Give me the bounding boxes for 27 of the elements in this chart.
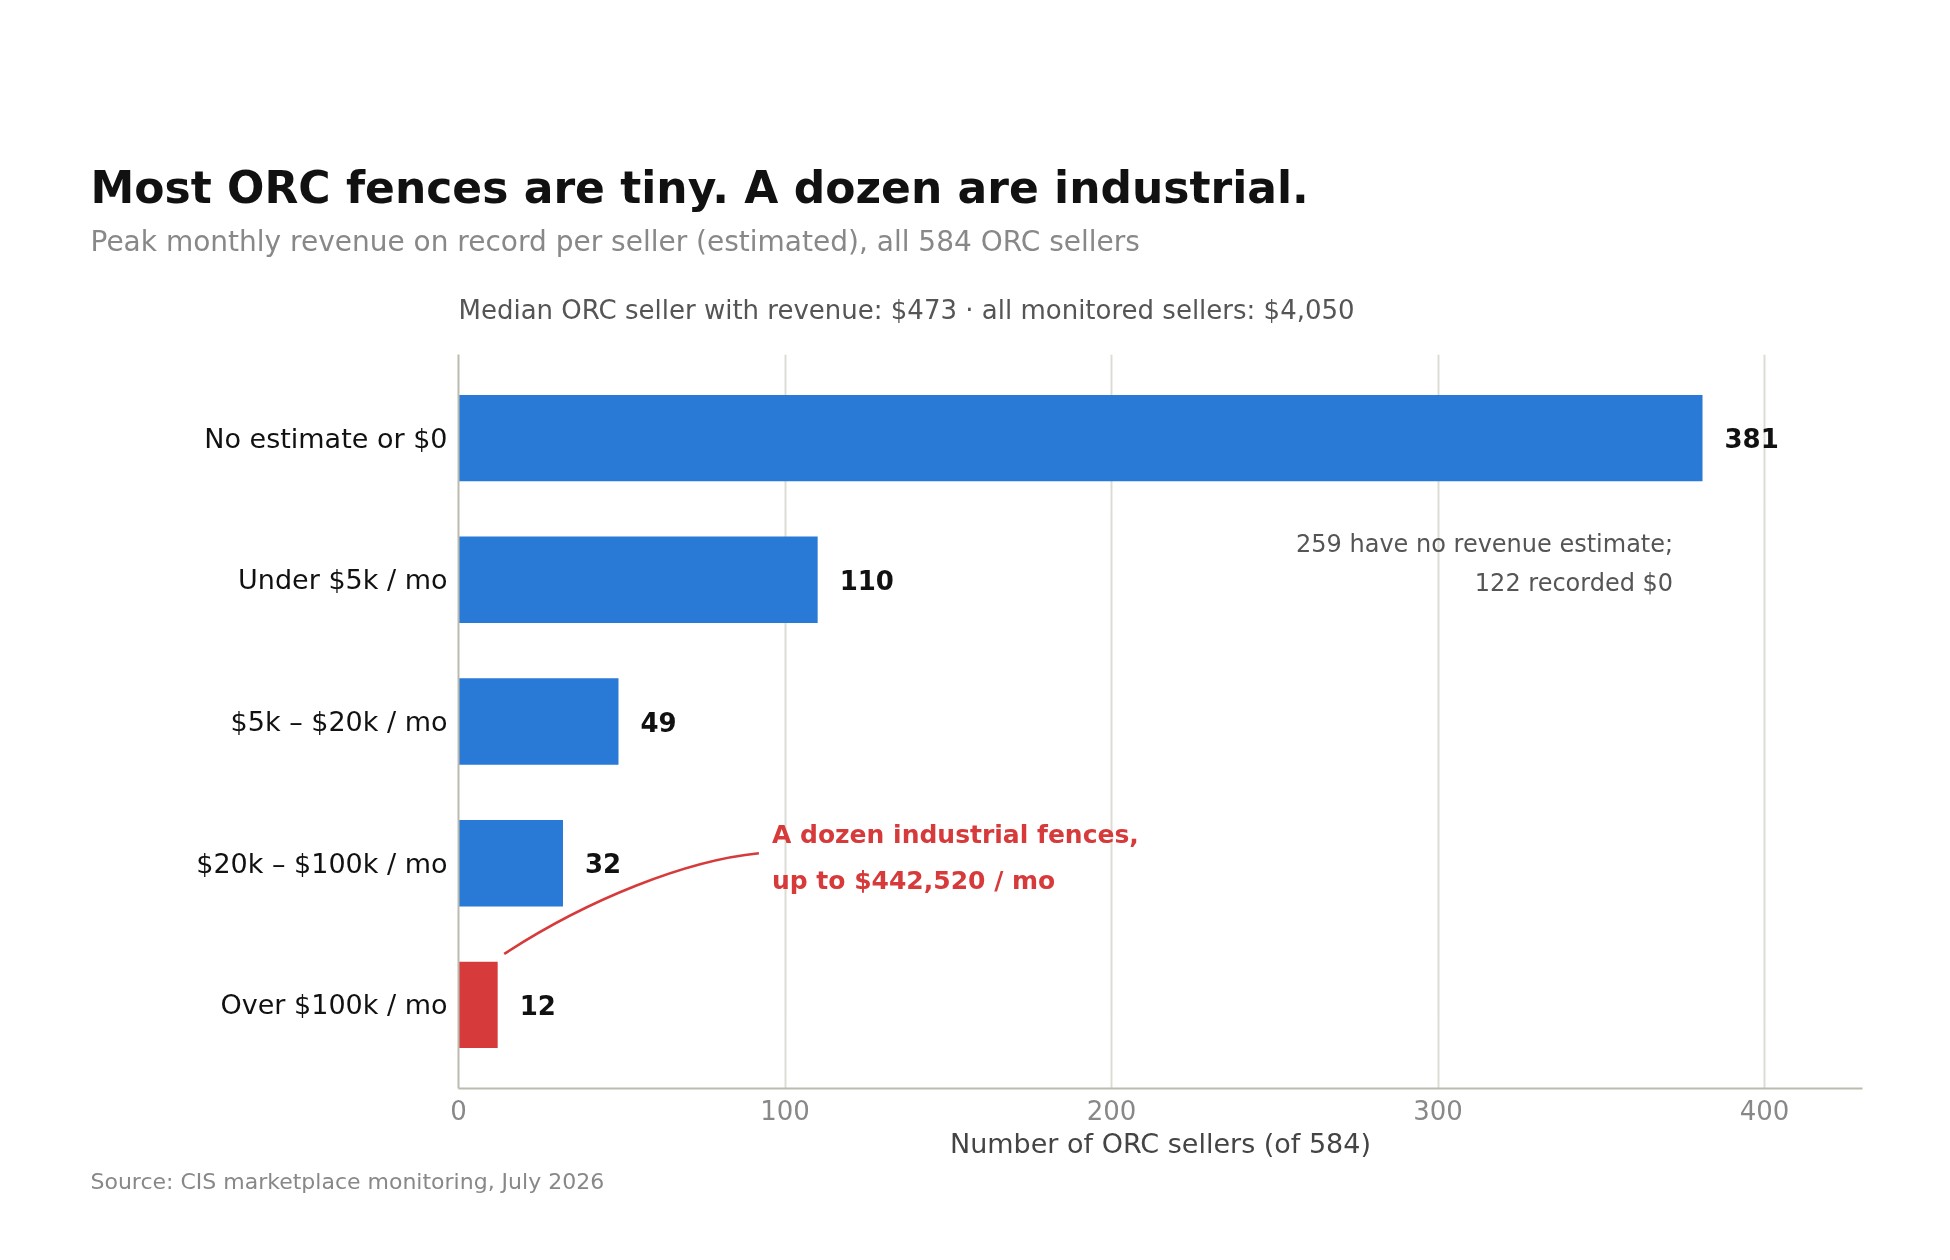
- data-label: 381: [1724, 424, 1779, 455]
- data-label: 110: [839, 565, 894, 596]
- chart-title: Most ORC fences are tiny. A dozen are industrial.: [90, 161, 1309, 213]
- bar: [458, 394, 1703, 482]
- y-tick-label: $20k – $100k / mo: [196, 847, 448, 879]
- bar: [458, 678, 619, 765]
- y-tick-label: $5k – $20k / mo: [230, 706, 448, 737]
- bar: [458, 536, 818, 624]
- x-axis-title: Number of ORC sellers (of 584): [950, 1127, 1372, 1159]
- bar: [458, 961, 498, 1049]
- source-note: Source: CIS marketplace monitoring, July 2026: [90, 1168, 605, 1194]
- text: Median ORC seller with revenue: $473 · all monitored sellers: $4,050: [458, 294, 1355, 325]
- x-tick-label: 200: [1086, 1095, 1137, 1126]
- chart-subtitle: Peak monthly revenue on record per seller (estimated), all 584 ORC sellers: [90, 224, 1140, 258]
- annotation: 259 have no revenue estimate; 122 recorded $0: [1296, 530, 1674, 597]
- x-tick-label: 400: [1739, 1095, 1790, 1126]
- x-tick-label: 100: [760, 1095, 810, 1126]
- y-tick-label: Over $100k / mo: [220, 989, 448, 1021]
- data-label: 32: [584, 849, 622, 880]
- bar: [458, 819, 563, 907]
- x-tick-label: 300: [1413, 1095, 1463, 1126]
- data-label: 12: [519, 990, 556, 1021]
- data-label: 49: [640, 707, 677, 738]
- y-tick-label: No estimate or $0: [204, 422, 448, 454]
- annotation: A dozen industrial fences, up to $442,520 / mo: [771, 820, 1139, 895]
- y-tick-label: Under $5k / mo: [238, 564, 448, 596]
- x-tick-label: 0: [450, 1095, 467, 1126]
